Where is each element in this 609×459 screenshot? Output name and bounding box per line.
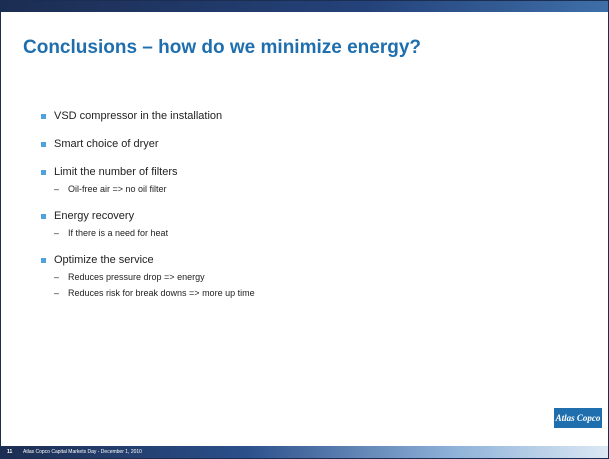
- footer-text: Atlas Copco Capital Markets Day - Decemb…: [23, 449, 142, 455]
- slide-title: Conclusions – how do we minimize energy?: [23, 37, 422, 58]
- bullet-item: Smart choice of dryer: [41, 137, 581, 152]
- footer: 11 Atlas Copco Capital Markets Day - Dec…: [1, 446, 608, 458]
- sub-bullet-text: Reduces risk for break downs => more up …: [41, 286, 581, 300]
- bullet-text: VSD compressor in the installation: [41, 109, 581, 124]
- bullet-list: VSD compressor in the installation Smart …: [41, 109, 581, 313]
- sub-bullet-text: If there is a need for heat: [41, 226, 581, 240]
- bullet-text: Smart choice of dryer: [41, 137, 581, 152]
- bullet-text: Optimize the service: [41, 253, 581, 268]
- top-bar: [1, 1, 608, 12]
- logo: Atlas Copco: [554, 408, 602, 428]
- sub-bullet-text: Reduces pressure drop => energy: [41, 270, 581, 284]
- page-number: 11: [7, 449, 13, 455]
- bullet-item: Limit the number of filters Oil-free air …: [41, 165, 581, 196]
- bullet-item: VSD compressor in the installation: [41, 109, 581, 124]
- bullet-text: Limit the number of filters: [41, 165, 581, 180]
- sub-bullet-text: Oil-free air => no oil filter: [41, 182, 581, 196]
- bullet-item: Energy recovery If there is a need for he…: [41, 209, 581, 240]
- bullet-text: Energy recovery: [41, 209, 581, 224]
- bullet-item: Optimize the service Reduces pressure dro…: [41, 253, 581, 300]
